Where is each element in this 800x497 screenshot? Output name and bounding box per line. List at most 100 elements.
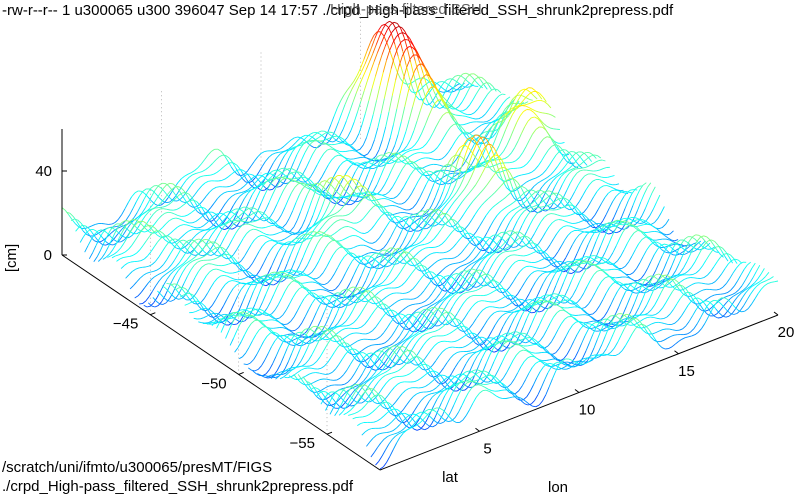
- surface-contour: [478, 135, 483, 140]
- surface-contour: [625, 213, 631, 222]
- surface-contour: [250, 209, 255, 214]
- surface-contour: [454, 197, 459, 202]
- surface-contour: [266, 168, 271, 176]
- surface-contour: [396, 250, 401, 255]
- surface-contour: [425, 247, 429, 249]
- surface-contour: [236, 309, 241, 313]
- surface-contour: [493, 215, 498, 221]
- surface-contour: [170, 187, 175, 191]
- surface-contour: [175, 190, 180, 196]
- surface-contour: [604, 193, 609, 198]
- surface-contour: [483, 121, 487, 123]
- surface-contour: [412, 88, 417, 97]
- surface-contour: [194, 271, 199, 278]
- surface-contour: [205, 191, 210, 197]
- surface-contour: [601, 197, 606, 204]
- surface-contour: [337, 228, 342, 232]
- surface-contour: [245, 215, 250, 219]
- surface-contour: [469, 99, 474, 106]
- surface-contour: [318, 283, 323, 287]
- surface-contour: [276, 153, 281, 159]
- surface-contour: [250, 160, 255, 167]
- surface-contour: [95, 238, 100, 246]
- surface-contour: [186, 255, 191, 261]
- surface-contour: [490, 251, 494, 255]
- surface-contour: [419, 100, 425, 111]
- surface-contour: [559, 226, 564, 230]
- surface-contour: [409, 264, 414, 267]
- surface-contour: [254, 236, 259, 241]
- surface-contour: [286, 173, 291, 177]
- surface-contour: [336, 202, 341, 206]
- surface-contour: [258, 246, 263, 252]
- surface-contour: [483, 241, 488, 247]
- surface-contour: [520, 211, 525, 216]
- surface-contour: [508, 210, 512, 214]
- surface-contour: [305, 223, 310, 230]
- surface-contour: [398, 168, 403, 176]
- surface-contour: [427, 170, 432, 173]
- surface-contour: [515, 157, 520, 161]
- surface-contour: [227, 257, 232, 263]
- surface-contour: [466, 104, 471, 109]
- surface-contour: [329, 145, 333, 149]
- surface-contour: [407, 256, 412, 262]
- surface-contour: [540, 138, 545, 143]
- surface-contour: [605, 207, 610, 215]
- surface-contour: [440, 199, 445, 206]
- surface-contour: [121, 225, 126, 230]
- surface-contour: [563, 198, 568, 204]
- surface-contour: [338, 198, 343, 204]
- surface-contour: [207, 210, 212, 216]
- surface-contour: [408, 252, 413, 257]
- surface-contour: [488, 156, 493, 162]
- surface-contour: [210, 312, 214, 315]
- surface-contour: [334, 240, 339, 243]
- surface-contour: [294, 136, 298, 139]
- surface-contour: [407, 193, 412, 199]
- surface-contour: [305, 183, 310, 186]
- surface-contour: [404, 246, 409, 250]
- surface-contour: [304, 274, 308, 277]
- surface-contour: [322, 296, 327, 301]
- surface-contour: [583, 157, 588, 162]
- surface-contour: [471, 184, 477, 190]
- surface-contour: [278, 151, 283, 153]
- surface-contour: [216, 186, 220, 188]
- surface-contour: [198, 238, 203, 241]
- surface-contour: [522, 96, 527, 101]
- surface-contour: [289, 330, 294, 334]
- surface-contour: [294, 327, 299, 331]
- surface-contour: [310, 145, 315, 148]
- surface-contour: [395, 248, 400, 253]
- surface-contour: [199, 281, 204, 288]
- surface-contour: [320, 298, 325, 303]
- surface-contour: [93, 256, 98, 263]
- surface-contour: [237, 263, 242, 267]
- surface-contour: [393, 108, 398, 125]
- surface-contour: [270, 218, 275, 222]
- surface-contour: [364, 261, 369, 269]
- surface-contour: [254, 296, 259, 306]
- surface-contour: [354, 283, 359, 290]
- surface-contour: [352, 92, 357, 103]
- surface-contour: [519, 208, 524, 211]
- surface-contour: [320, 218, 325, 222]
- surface-contour: [185, 192, 189, 195]
- surface-contour: [465, 255, 470, 260]
- surface-contour: [393, 21, 398, 24]
- surface-contour: [221, 284, 226, 290]
- surface-contour: [213, 244, 218, 250]
- surface-contour: [258, 326, 263, 331]
- surface-contour: [391, 80, 397, 96]
- surface-contour: [602, 180, 606, 183]
- surface-contour: [571, 163, 576, 168]
- surface-contour: [149, 203, 154, 209]
- surface-contour: [386, 237, 391, 244]
- surface-contour: [334, 143, 339, 145]
- surface-contour: [200, 175, 204, 178]
- surface-contour: [422, 272, 427, 277]
- surface-contour: [613, 187, 618, 191]
- surface-contour: [240, 198, 245, 206]
- surface-contour: [159, 230, 164, 234]
